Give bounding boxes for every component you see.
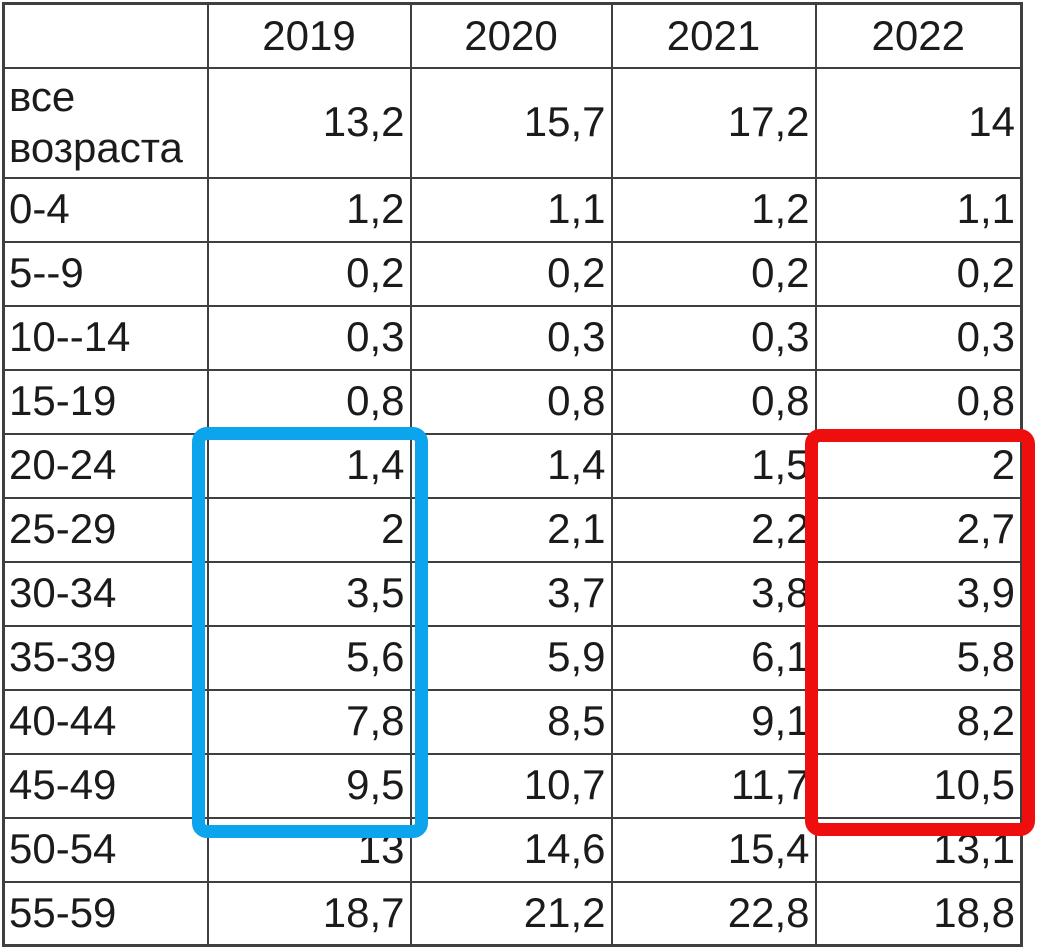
row-label: 25-29 bbox=[2, 496, 209, 563]
row-label: 55-59 bbox=[2, 880, 209, 947]
value-cell: 1,4 bbox=[409, 432, 613, 499]
value-cell: 13,2 bbox=[206, 66, 412, 179]
row-label: все возраста bbox=[2, 66, 209, 179]
row-label: 50-54 bbox=[2, 816, 209, 883]
value-cell: 5,9 bbox=[409, 624, 613, 691]
value-cell: 22,8 bbox=[610, 880, 817, 947]
value-cell: 21,2 bbox=[409, 880, 613, 947]
row-label: 45-49 bbox=[2, 752, 209, 819]
value-cell: 0,2 bbox=[610, 240, 817, 307]
value-cell: 10,5 bbox=[814, 752, 1023, 819]
row-label: 10--14 bbox=[2, 304, 209, 371]
value-cell: 0,8 bbox=[814, 368, 1023, 435]
value-cell: 5,6 bbox=[206, 624, 412, 691]
value-cell: 6,1 bbox=[610, 624, 817, 691]
value-cell: 15,4 bbox=[610, 816, 817, 883]
value-cell: 3,5 bbox=[206, 560, 412, 627]
value-cell: 15,7 bbox=[409, 66, 613, 179]
header-row: 2019 2020 2021 2022 bbox=[2, 2, 1023, 69]
value-cell: 7,8 bbox=[206, 688, 412, 755]
table-row: 55-59 18,7 21,2 22,8 18,8 bbox=[2, 880, 1023, 947]
table-row: все возраста 13,2 15,7 17,2 14 bbox=[2, 66, 1023, 179]
value-cell: 0,3 bbox=[206, 304, 412, 371]
value-cell: 9,1 bbox=[610, 688, 817, 755]
row-label: 30-34 bbox=[2, 560, 209, 627]
value-cell: 1,1 bbox=[814, 176, 1023, 243]
row-label: 20-24 bbox=[2, 432, 209, 499]
header-year-2020: 2020 bbox=[409, 2, 613, 69]
value-cell: 1,2 bbox=[610, 176, 817, 243]
row-label: 0-4 bbox=[2, 176, 209, 243]
table-body: все возраста 13,2 15,7 17,2 14 0-4 1,2 1,1 1,2 1,… bbox=[2, 66, 1023, 947]
value-cell: 2 bbox=[814, 432, 1023, 499]
value-cell: 3,9 bbox=[814, 560, 1023, 627]
value-cell: 0,8 bbox=[409, 368, 613, 435]
value-cell: 14,6 bbox=[409, 816, 613, 883]
table-row: 0-4 1,2 1,1 1,2 1,1 bbox=[2, 176, 1023, 243]
value-cell: 17,2 bbox=[610, 66, 817, 179]
row-label: 35-39 bbox=[2, 624, 209, 691]
row-label: 15-19 bbox=[2, 368, 209, 435]
value-cell: 8,2 bbox=[814, 688, 1023, 755]
value-cell: 1,5 bbox=[610, 432, 817, 499]
value-cell: 3,8 bbox=[610, 560, 817, 627]
header-year-2019: 2019 bbox=[206, 2, 412, 69]
value-cell: 0,3 bbox=[814, 304, 1023, 371]
value-cell: 2,1 bbox=[409, 496, 613, 563]
value-cell: 11,7 bbox=[610, 752, 817, 819]
value-cell: 14 bbox=[814, 66, 1023, 179]
table-row: 5--9 0,2 0,2 0,2 0,2 bbox=[2, 240, 1023, 307]
value-cell: 3,7 bbox=[409, 560, 613, 627]
value-cell: 9,5 bbox=[206, 752, 412, 819]
value-cell: 2,7 bbox=[814, 496, 1023, 563]
value-cell: 8,5 bbox=[409, 688, 613, 755]
value-cell: 0,2 bbox=[409, 240, 613, 307]
value-cell: 1,1 bbox=[409, 176, 613, 243]
value-cell: 0,2 bbox=[814, 240, 1023, 307]
value-cell: 13,1 bbox=[814, 816, 1023, 883]
table-row: 25-29 2 2,1 2,2 2,7 bbox=[2, 496, 1023, 563]
header-year-2022: 2022 bbox=[814, 2, 1023, 69]
value-cell: 1,4 bbox=[206, 432, 412, 499]
value-cell: 2 bbox=[206, 496, 412, 563]
value-cell: 0,3 bbox=[610, 304, 817, 371]
age-group-by-year-table: 2019 2020 2021 2022 все возраста 13,2 15,7… bbox=[2, 2, 1023, 947]
row-label: 40-44 bbox=[2, 688, 209, 755]
value-cell: 13 bbox=[206, 816, 412, 883]
table-row: 35-39 5,6 5,9 6,1 5,8 bbox=[2, 624, 1023, 691]
value-cell: 0,8 bbox=[610, 368, 817, 435]
value-cell: 18,7 bbox=[206, 880, 412, 947]
table-row: 50-54 13 14,6 15,4 13,1 bbox=[2, 816, 1023, 883]
value-cell: 5,8 bbox=[814, 624, 1023, 691]
table-row: 40-44 7,8 8,5 9,1 8,2 bbox=[2, 688, 1023, 755]
value-cell: 1,2 bbox=[206, 176, 412, 243]
value-cell: 2,2 bbox=[610, 496, 817, 563]
table-row: 10--14 0,3 0,3 0,3 0,3 bbox=[2, 304, 1023, 371]
value-cell: 10,7 bbox=[409, 752, 613, 819]
table-row: 15-19 0,8 0,8 0,8 0,8 bbox=[2, 368, 1023, 435]
value-cell: 0,3 bbox=[409, 304, 613, 371]
table-row: 45-49 9,5 10,7 11,7 10,5 bbox=[2, 752, 1023, 819]
header-empty-cell bbox=[2, 2, 209, 69]
value-cell: 0,2 bbox=[206, 240, 412, 307]
table-row: 30-34 3,5 3,7 3,8 3,9 bbox=[2, 560, 1023, 627]
table-row: 20-24 1,4 1,4 1,5 2 bbox=[2, 432, 1023, 499]
value-cell: 0,8 bbox=[206, 368, 412, 435]
row-label: 5--9 bbox=[2, 240, 209, 307]
header-year-2021: 2021 bbox=[610, 2, 817, 69]
value-cell: 18,8 bbox=[814, 880, 1023, 947]
